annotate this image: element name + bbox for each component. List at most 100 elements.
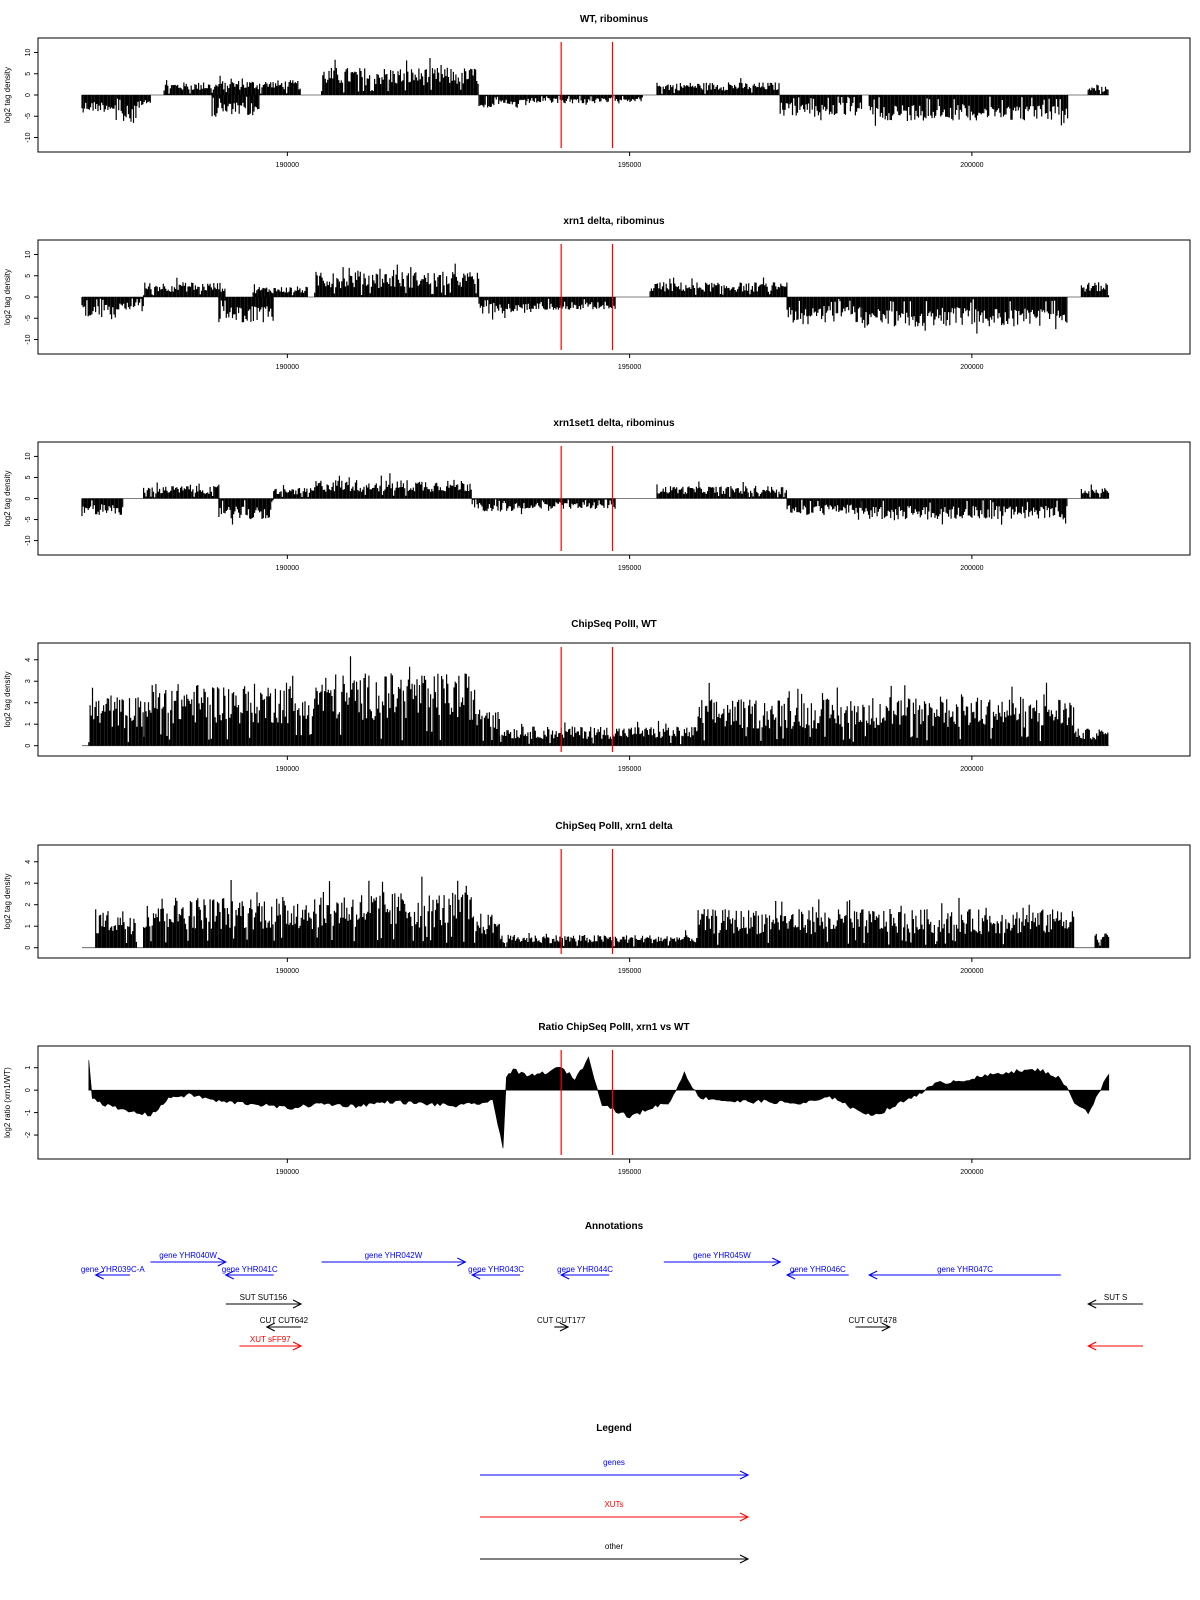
series-segment-9 (786, 297, 863, 325)
series-segment-1 (143, 482, 220, 499)
legend-entry-genes: genes (480, 1458, 750, 1480)
series-segment-12 (868, 95, 1069, 126)
series-segment-3 (471, 689, 500, 746)
series-segment-8 (526, 95, 609, 105)
y-tick-label: 5 (25, 475, 32, 479)
density-bars (115, 95, 137, 123)
annotation-feature-4: gene YHR043C (468, 1265, 524, 1280)
x-tick-label: 195000 (618, 565, 641, 572)
density-bars (115, 297, 144, 312)
density-bars (533, 297, 616, 310)
y-tick-label: 4 (25, 658, 32, 662)
density-bars (88, 687, 144, 746)
x-tick-label: 190000 (276, 1169, 299, 1176)
annotation-label: gene YHR045W (693, 1251, 751, 1260)
series-segment-4 (314, 473, 472, 499)
annotation-feature-7: gene YHR046C (785, 1265, 849, 1280)
series-segment-3 (218, 297, 274, 323)
arrow-head-icon (1087, 1299, 1097, 1309)
series-segment-1 (143, 675, 315, 746)
annotation-label: gene YHR047C (937, 1265, 993, 1274)
density-bars (854, 682, 1075, 746)
y-tick-label: 0 (25, 1088, 32, 1092)
density-bars (697, 682, 856, 746)
density-bars (143, 482, 220, 499)
arrow-head-icon (739, 1470, 750, 1480)
annotation-label: gene YHR040W (159, 1251, 217, 1260)
annotation-feature-5: gene YHR044C (557, 1265, 613, 1280)
density-bars (656, 78, 780, 95)
arrow-head-icon (1087, 1341, 1097, 1351)
annotation-feature-9: SUT SUT156 (225, 1293, 303, 1309)
y-tick-label: 0 (25, 744, 32, 748)
density-bars (779, 95, 863, 121)
series-segment-1 (115, 297, 144, 312)
density-bars (786, 297, 863, 325)
arrow-head-icon (739, 1554, 750, 1564)
annotation-feature-13: CUT CUT478 (848, 1316, 897, 1332)
series-segment-13 (1087, 84, 1109, 95)
density-bars (471, 498, 534, 515)
y-tick-label: -2 (25, 1132, 32, 1138)
annotation-label: gene YHR042W (365, 1251, 423, 1260)
series-segment-8 (786, 498, 863, 520)
y-tick-label: -5 (25, 315, 32, 321)
series-segment-8 (649, 277, 788, 297)
series-segment-7 (656, 481, 787, 499)
series-segment-2 (314, 876, 472, 948)
density-bars (697, 899, 856, 948)
series-segment-7 (1094, 933, 1110, 948)
series-segment-6 (854, 682, 1075, 746)
series-segment-0 (81, 498, 124, 517)
y-axis-label: log2 tag density (3, 470, 12, 526)
annotation-feature-1: gene YHR040W (150, 1251, 227, 1267)
x-tick-label: 200000 (960, 162, 983, 169)
y-tick-label: 1 (25, 722, 32, 726)
series-segment-1 (143, 880, 315, 948)
y-tick-label: 2 (25, 701, 32, 705)
density-bars (314, 473, 472, 499)
series-segment-6 (854, 897, 1075, 948)
series-segment-4 (218, 75, 301, 95)
density-bars (81, 297, 116, 320)
series-segment-5 (314, 263, 480, 297)
density-bars (143, 675, 315, 746)
arrow-head-icon (292, 1299, 303, 1309)
density-bars (868, 95, 1069, 126)
series-segment-0 (81, 297, 116, 320)
density-bars (143, 277, 226, 297)
x-tick-label: 190000 (276, 162, 299, 169)
series-segment-11 (1080, 282, 1110, 297)
series-segment-9 (608, 95, 643, 104)
x-tick-label: 190000 (276, 968, 299, 975)
arrow-head-icon (559, 1322, 570, 1332)
density-bars (314, 656, 472, 746)
y-tick-label: 0 (25, 946, 32, 950)
series-segment-4 (252, 284, 308, 297)
y-tick-label: 3 (25, 881, 32, 885)
y-axis-label: log2 ratio (xrn1/WT) (3, 1067, 12, 1138)
arrow-head-icon (470, 1270, 481, 1280)
annotation-label: CUT CUT642 (260, 1316, 309, 1325)
density-bars (273, 485, 315, 499)
density-bars (1080, 484, 1110, 499)
density-bars (218, 297, 274, 323)
annotation-label: CUT CUT478 (848, 1316, 897, 1325)
chart-panel-1: WT, ribominus log2 tag density -10 -5 0 5 10 19… (3, 14, 1191, 169)
series-segment-11 (779, 95, 863, 121)
annotation-feature-14: XUT sFF97 (239, 1335, 303, 1351)
annotation-label: XUT sFF97 (250, 1335, 291, 1344)
y-axis-label: log2 tag density (3, 671, 12, 727)
x-tick-label: 195000 (618, 968, 641, 975)
chart-panel-4: ChipSeq PolII, WT log2 tag density 0 1 2 3 4 19… (3, 619, 1191, 773)
chart-title: ChipSeq PolII, xrn1 delta (555, 821, 673, 832)
density-bars (786, 498, 863, 520)
annotation-feature-12: CUT CUT177 (537, 1316, 586, 1332)
series-segment-0 (95, 909, 137, 948)
series-segment-4 (499, 930, 699, 948)
density-bars (471, 689, 500, 746)
legend-entry-other: other (480, 1542, 750, 1564)
y-tick-label: 0 (25, 93, 32, 97)
series-segment-2 (143, 277, 226, 297)
density-bars (608, 95, 643, 104)
